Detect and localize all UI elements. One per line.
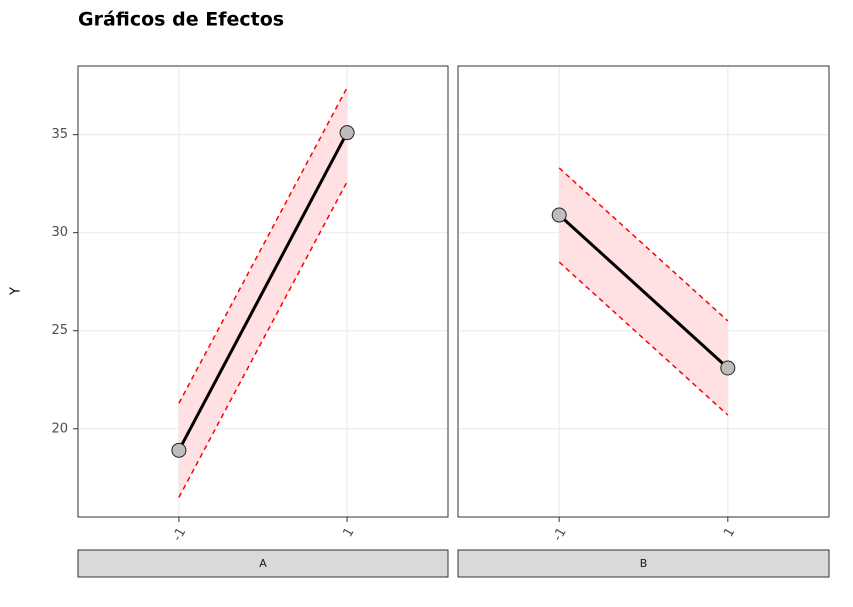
effect-line bbox=[177, 131, 349, 452]
point bbox=[720, 360, 736, 376]
point bbox=[339, 125, 355, 141]
panel-border bbox=[77, 65, 449, 518]
strip-label: A bbox=[259, 557, 267, 570]
chart-title: Gráficos de Efectos bbox=[78, 9, 284, 31]
y-tick-label: 35 bbox=[51, 127, 68, 142]
x-tick-label: 1 bbox=[721, 525, 738, 540]
confidence-bound bbox=[178, 181, 348, 498]
point bbox=[551, 207, 567, 223]
y-axis-label: Y bbox=[9, 287, 24, 296]
confidence-bound bbox=[178, 87, 348, 404]
y-tick-label: 25 bbox=[51, 323, 68, 338]
confidence-bound bbox=[558, 261, 729, 416]
point bbox=[171, 442, 187, 458]
y-tick-label: 20 bbox=[51, 421, 68, 436]
x-tick-label: 1 bbox=[340, 525, 357, 540]
panel-border bbox=[457, 65, 830, 518]
x-tick-label: -1 bbox=[550, 525, 569, 544]
strip bbox=[457, 549, 830, 578]
strip bbox=[77, 549, 449, 578]
effect-line bbox=[558, 213, 729, 370]
x-tick-label: -1 bbox=[170, 525, 189, 544]
confidence-bound bbox=[558, 167, 729, 322]
strip-label: B bbox=[640, 557, 648, 570]
y-tick-label: 30 bbox=[51, 225, 68, 240]
